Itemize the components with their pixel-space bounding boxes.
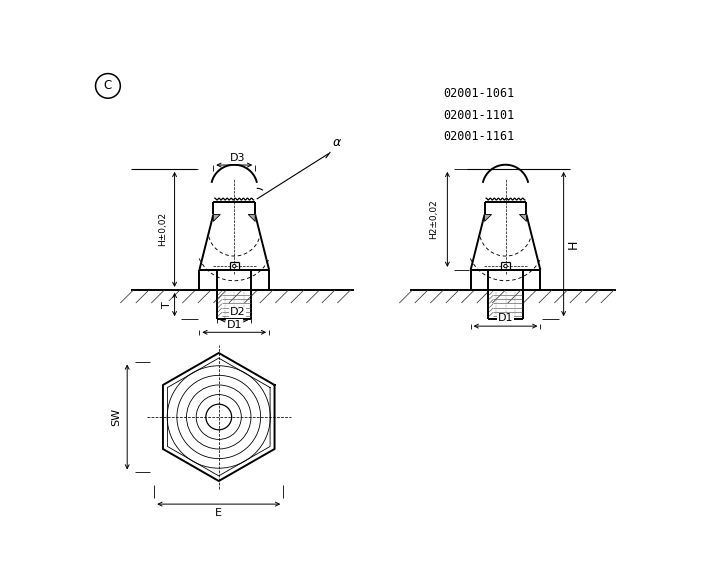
Text: D1: D1 xyxy=(227,320,242,329)
Text: 02001-1161: 02001-1161 xyxy=(443,130,515,143)
Circle shape xyxy=(233,264,236,268)
Text: H±0,02: H±0,02 xyxy=(158,212,166,246)
Polygon shape xyxy=(520,214,526,221)
Polygon shape xyxy=(485,214,491,221)
Text: C: C xyxy=(104,80,112,92)
Text: D1: D1 xyxy=(498,313,513,324)
Polygon shape xyxy=(248,214,255,221)
Text: H2±0,02: H2±0,02 xyxy=(429,199,438,239)
Text: 02001-1061: 02001-1061 xyxy=(443,87,515,100)
Text: H: H xyxy=(566,239,579,249)
Text: $\alpha$: $\alpha$ xyxy=(332,136,342,149)
Text: 02001-1101: 02001-1101 xyxy=(443,109,515,121)
Text: E: E xyxy=(215,508,222,518)
Text: D3: D3 xyxy=(230,153,245,163)
Polygon shape xyxy=(213,214,220,221)
Text: T: T xyxy=(162,301,172,308)
Circle shape xyxy=(504,264,507,268)
Text: SW: SW xyxy=(111,408,121,426)
Text: D2: D2 xyxy=(230,307,245,317)
